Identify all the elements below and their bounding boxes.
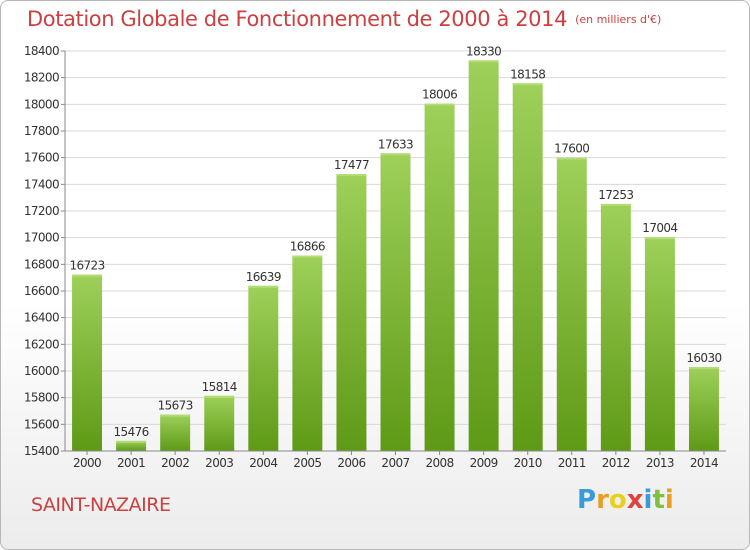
y-tick-label: 17400	[24, 177, 59, 191]
bar-2003	[204, 395, 235, 451]
data-label: 15814	[202, 380, 237, 394]
x-tick-label: 2011	[558, 456, 586, 470]
bar-2006	[336, 174, 367, 452]
x-tick-label: 2009	[470, 456, 498, 470]
x-axis-ticks: 2000 2001 2002 2003 2004 2005 2006 2007 2008 2009…	[73, 451, 719, 470]
x-tick-label: 2006	[337, 456, 365, 470]
y-axis-ticks: 15400 15600 15800 16000 16200 16400 16600 16800…	[24, 44, 65, 458]
y-tick-label: 16800	[24, 257, 59, 271]
x-tick-label: 2013	[646, 456, 674, 470]
bar-highlight	[116, 440, 147, 443]
axes	[64, 51, 726, 452]
y-tick-label: 16000	[24, 364, 59, 378]
bar-highlight	[512, 83, 543, 86]
data-label: 16639	[246, 270, 281, 284]
bar-2008	[424, 103, 455, 452]
y-tick-label: 16600	[24, 284, 59, 298]
y-tick-label: 17000	[24, 231, 59, 245]
bar-2001	[116, 440, 147, 451]
data-label: 16866	[290, 240, 325, 254]
bar-highlight	[72, 274, 103, 277]
x-tick-label: 2005	[293, 456, 321, 470]
bar-highlight	[160, 414, 191, 417]
bar-2007	[380, 153, 411, 451]
bar-highlight	[688, 367, 719, 369]
logo-letter: r	[596, 485, 609, 515]
commune-name: SAINT-NAZAIRE	[31, 494, 171, 516]
data-label: 18158	[510, 67, 545, 81]
y-tick-label: 15400	[24, 444, 59, 458]
bar-2011	[556, 157, 587, 451]
data-label: 15476	[114, 425, 149, 439]
x-tick-label: 2014	[690, 456, 718, 470]
bar-highlight	[336, 174, 367, 177]
x-tick-label: 2004	[249, 456, 277, 470]
bar-2009	[468, 60, 499, 451]
x-tick-label: 2008	[425, 456, 453, 470]
bar-highlight	[248, 285, 279, 288]
data-label: 17600	[554, 142, 589, 156]
data-labels: 16723 15476 15673 15814 16639 16866 17477 17633…	[69, 44, 722, 439]
x-tick-label: 2012	[602, 456, 630, 470]
bars	[72, 60, 719, 452]
logo-letter: x	[626, 485, 644, 515]
y-tick-label: 15600	[24, 417, 59, 431]
chart-title-text: Dotation Globale de Fonctionnement de 20…	[27, 7, 568, 31]
y-tick-label: 18200	[24, 71, 59, 85]
data-label: 18330	[466, 44, 501, 58]
data-label: 17004	[642, 221, 677, 235]
logo-letter: i	[643, 485, 653, 515]
data-label: 17633	[378, 137, 413, 151]
bar-highlight	[380, 153, 411, 156]
logo-letter: o	[608, 485, 627, 515]
logo-letter: i	[664, 485, 674, 515]
bar-highlight	[644, 237, 675, 240]
chart-unit: (en milliers d'€)	[575, 13, 662, 26]
logo-letter: t	[652, 485, 665, 515]
bar-2010	[512, 83, 543, 452]
proxiti-logo: Proxiti	[577, 485, 674, 515]
y-tick-label: 17600	[24, 151, 59, 165]
logo-letter: P	[577, 485, 597, 515]
bar-highlight	[292, 255, 323, 258]
bar-2014	[688, 367, 719, 451]
data-label: 17477	[334, 158, 369, 172]
x-tick-label: 2001	[117, 456, 145, 470]
bar-highlight	[468, 60, 499, 63]
bar-2013	[644, 237, 675, 451]
chart-title: Dotation Globale de Fonctionnement de 20…	[27, 7, 661, 31]
data-label: 18006	[422, 88, 457, 102]
data-label: 16030	[686, 351, 721, 365]
y-tick-label: 16200	[24, 337, 59, 351]
bar-highlight	[424, 103, 455, 106]
bar-highlight	[204, 395, 235, 398]
x-tick-label: 2003	[205, 456, 233, 470]
bar-2005	[292, 255, 323, 451]
bar-2000	[72, 274, 103, 451]
x-tick-label: 2007	[381, 456, 409, 470]
bar-highlight	[556, 157, 587, 160]
x-tick-label: 2002	[161, 456, 189, 470]
data-label: 16723	[69, 259, 104, 273]
x-tick-label: 2010	[514, 456, 542, 470]
bar-2012	[600, 203, 631, 451]
y-tick-label: 18400	[24, 44, 59, 58]
bar-2004	[248, 285, 279, 451]
data-label: 15673	[158, 399, 193, 413]
y-tick-label: 16400	[24, 311, 59, 325]
bar-2002	[160, 414, 191, 451]
y-tick-label: 15800	[24, 391, 59, 405]
bar-highlight	[600, 203, 631, 206]
data-label: 17253	[598, 188, 633, 202]
y-tick-label: 18000	[24, 97, 59, 111]
y-tick-label: 17200	[24, 204, 59, 218]
y-tick-label: 17800	[24, 124, 59, 138]
x-tick-label: 2000	[73, 456, 101, 470]
